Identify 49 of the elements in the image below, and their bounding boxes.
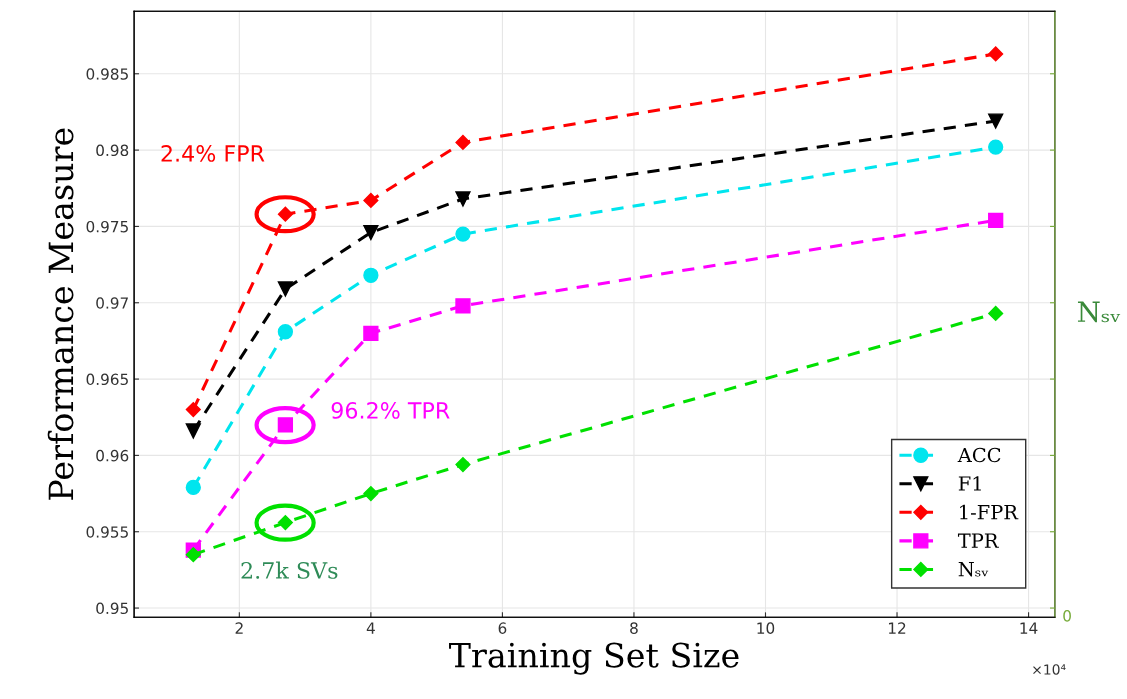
y-tick-label: 0.96	[96, 449, 129, 462]
y-tick-label: 0.97	[96, 297, 128, 309]
text: ×10⁴	[1033, 664, 1066, 675]
x-tick-label: 14	[1020, 622, 1038, 634]
point	[185, 423, 201, 439]
y-tick-label: 0.955	[86, 526, 128, 538]
y-tick-label: 0.95	[96, 602, 128, 615]
point	[363, 267, 379, 283]
annotation: 96.2% TPR	[331, 402, 450, 419]
y2-axis-title: Nₛᵥ	[1077, 301, 1121, 323]
point	[455, 298, 471, 314]
x-axis-title: Training Set Size	[449, 642, 739, 675]
x-tick-label: 10	[757, 622, 775, 634]
point	[277, 324, 294, 340]
annotation: 2.7k SVs	[241, 561, 338, 579]
point	[363, 192, 379, 209]
point	[363, 224, 379, 241]
x-tick-label: 6	[498, 622, 507, 634]
x-tick-label: 8	[630, 622, 638, 634]
y-tick-label: 0.985	[86, 68, 128, 80]
point	[455, 191, 471, 207]
x-tick-label: 4	[366, 622, 375, 634]
y-tick-label: 0.975	[86, 220, 128, 233]
point	[455, 134, 471, 151]
point	[988, 46, 1004, 62]
point	[363, 325, 379, 341]
legend-label: F1	[958, 476, 981, 491]
point	[185, 547, 201, 563]
point	[988, 305, 1004, 322]
point	[185, 402, 201, 418]
legend-label: 1-FPR	[960, 504, 1019, 520]
text: 0	[1063, 610, 1071, 622]
point	[455, 226, 471, 242]
legend-label: Nₛᵥ	[958, 562, 989, 577]
x-tick-label: 2	[235, 622, 243, 634]
point	[185, 479, 201, 496]
y-axis-title: Performance Measure	[47, 128, 74, 500]
x-tick-label: 12	[888, 622, 906, 634]
y-tick-label: 0.965	[86, 373, 128, 386]
y-tick-label: 0.98	[96, 144, 129, 157]
point	[988, 139, 1004, 155]
legend-label: TPR	[957, 533, 999, 548]
legend-label: ACC	[957, 447, 1001, 463]
point	[363, 485, 379, 502]
point	[455, 456, 471, 473]
point	[988, 113, 1004, 129]
point	[277, 281, 294, 297]
point	[988, 212, 1004, 228]
annotation: 2.4% FPR	[161, 145, 265, 162]
